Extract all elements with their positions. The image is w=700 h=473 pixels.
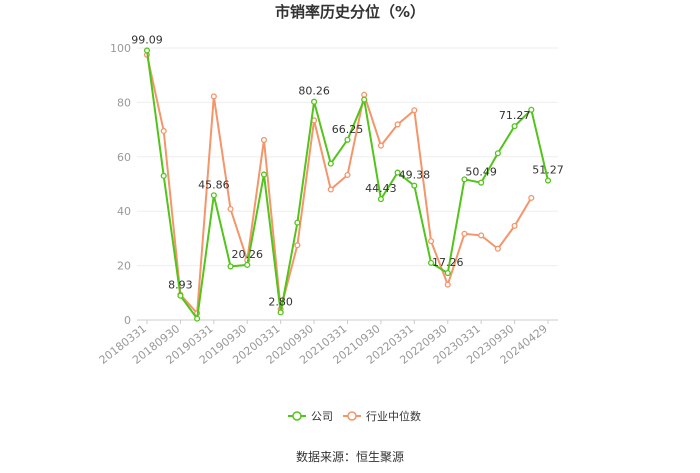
data-point[interactable] [444,270,451,277]
data-point[interactable] [377,142,384,149]
legend-swatch-marker [347,411,357,421]
data-label: 71.27 [499,109,531,122]
legend-swatch-marker [292,411,302,421]
data-point[interactable] [194,315,201,322]
data-point[interactable] [294,242,301,249]
data-labels: 99.09 8.93 45.86 20.26 2.80 80.26 66.25 44.4349… [131,33,564,308]
data-point[interactable] [427,259,435,266]
data-label: 80.26 [298,85,330,98]
y-tick-label: 80 [117,96,131,109]
data-point[interactable] [294,219,301,226]
data-point[interactable] [344,171,351,179]
data-point[interactable] [143,47,151,54]
data-point[interactable] [444,281,451,288]
legend-label: 公司 [311,410,333,423]
data-point[interactable] [311,98,318,105]
data-point[interactable] [494,245,501,252]
data-point[interactable] [210,93,217,100]
data-point[interactable] [411,182,418,189]
data-label: 99.09 [131,33,163,46]
data-point[interactable] [411,107,418,114]
data-point[interactable] [327,160,334,167]
data-label: 8.93 [168,279,193,292]
data-point[interactable] [210,192,217,199]
legend-label: 行业中位数 [366,409,421,423]
data-point[interactable] [177,292,184,299]
data-point[interactable] [528,106,535,113]
data-label: 51.27 [532,164,564,177]
y-tick-label: 20 [117,260,131,273]
y-tick-label: 0 [124,314,131,327]
data-point[interactable] [427,238,435,245]
y-tick-label: 60 [117,151,131,164]
data-label: 44.43 [365,182,397,195]
data-label: 66.25 [332,123,364,136]
data-point[interactable] [377,196,384,203]
data-point[interactable] [494,150,501,157]
data-point[interactable] [260,171,268,178]
data-label: 2.80 [268,295,293,308]
data-point[interactable] [478,232,485,239]
data-point[interactable] [244,261,251,268]
data-point[interactable] [461,176,468,183]
data-point[interactable] [327,186,334,193]
data-point[interactable] [160,172,167,179]
data-point[interactable] [394,169,401,176]
data-label: 45.86 [198,178,230,191]
data-point[interactable] [227,205,234,213]
data-label: 20.26 [232,248,264,261]
data-label: 50.49 [465,166,497,179]
legend-item[interactable]: 公司 [288,410,333,423]
grid [137,47,558,267]
source-note: 数据来源：恒生聚源 [296,449,404,464]
data-point[interactable] [277,309,284,316]
data-point[interactable] [544,177,552,184]
chart-title: 市销率历史分位（%） [275,3,425,21]
data-point[interactable] [511,222,518,229]
y-tick-label: 100 [110,42,131,55]
data-point[interactable] [361,91,368,98]
y-tick-label: 40 [117,205,131,218]
data-point[interactable] [394,121,401,128]
series-layer [143,47,552,322]
data-point[interactable] [511,123,518,130]
data-label: 49.38 [399,169,431,182]
data-label: 17.26 [432,256,464,269]
data-point[interactable] [478,179,485,186]
legend-item[interactable]: 行业中位数 [343,409,421,423]
data-point[interactable] [344,136,351,143]
data-point[interactable] [260,136,268,143]
data-point[interactable] [361,96,368,103]
data-point[interactable] [227,263,234,270]
legend[interactable]: 公司 行业中位数 [288,409,421,423]
data-point[interactable] [528,194,535,201]
data-point[interactable] [461,230,468,237]
data-point[interactable] [160,127,167,135]
